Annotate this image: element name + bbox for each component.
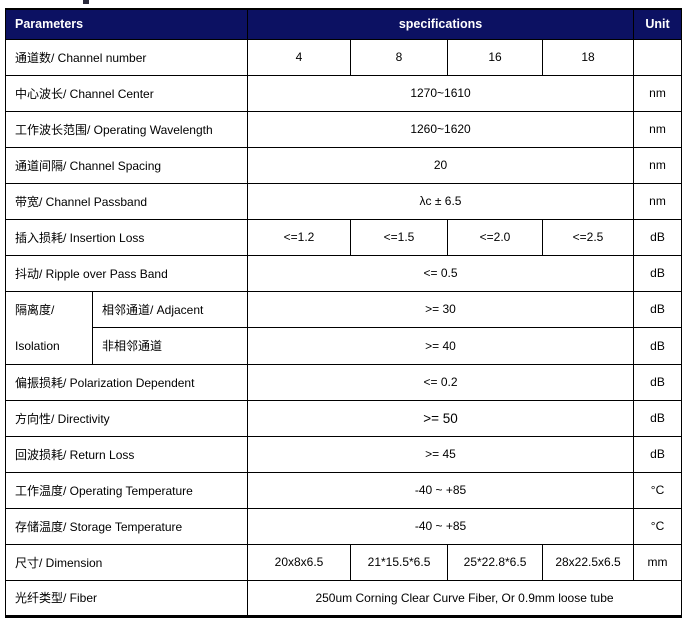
table-body: 通道数/ Channel number 4 8 16 18 中心波长/ Channel C… [4, 38, 683, 617]
unit-cell: °C [633, 507, 683, 545]
unit-cell: °C [633, 471, 683, 509]
unit-cell: dB [633, 290, 683, 328]
table-row: 回波损耗/ Return Loss >= 45 dB [4, 435, 683, 473]
value-cell: <= 0.5 [247, 254, 635, 292]
cropped-text-artifact [83, 0, 89, 4]
table-row: 尺寸/ Dimension 20x8x6.5 21*15.5*6.5 25*22.8*… [4, 543, 683, 581]
value-cell: 28x22.5x6.5 [542, 543, 635, 581]
value-cell: 1270~1610 [247, 74, 635, 112]
value-cell: 16 [447, 38, 544, 76]
value-cell: <=2.5 [542, 218, 635, 256]
table-row: 通道间隔/ Channel Spacing 20 nm [4, 146, 683, 184]
parameter-cell: 中心波长/ Channel Center [4, 74, 249, 112]
parameter-cell: 通道间隔/ Channel Spacing [4, 146, 249, 184]
table-row: 工作波长范围/ Operating Wavelength 1260~1620 nm [4, 110, 683, 148]
header-parameters: Parameters [4, 8, 249, 40]
unit-cell: dB [633, 254, 683, 292]
value-cell: 25*22.8*6.5 [447, 543, 544, 581]
unit-cell: nm [633, 146, 683, 184]
header-row: Parameters specifications Unit [4, 8, 683, 40]
value-cell: 18 [542, 38, 635, 76]
table-row: 非相邻通道 >= 40 dB [6, 327, 683, 365]
table-row: 偏振损耗/ Polarization Dependent <= 0.2 dB [4, 363, 683, 401]
unit-cell: dB [633, 435, 683, 473]
unit-cell: nm [633, 182, 683, 220]
value-cell: 20x8x6.5 [247, 543, 352, 581]
value-cell: λc ± 6.5 [247, 182, 635, 220]
parameter-cell: 插入损耗/ Insertion Loss [4, 218, 249, 256]
value-cell: -40 ~ +85 [247, 471, 635, 509]
table-row: 插入损耗/ Insertion Loss <=1.2 <=1.5 <=2.0 <=2.5… [4, 218, 683, 256]
sub-parameter-cell: 非相邻通道 [91, 327, 249, 365]
value-cell: 4 [247, 38, 352, 76]
parameter-cell: 存储温度/ Storage Temperature [4, 507, 249, 545]
parameter-cell: 光纤类型/ Fiber [4, 579, 249, 617]
table-row: 通道数/ Channel number 4 8 16 18 [4, 38, 683, 76]
table-row: 抖动/ Ripple over Pass Band <= 0.5 dB [4, 254, 683, 292]
value-cell: -40 ~ +85 [247, 507, 635, 545]
parameter-cell: 偏振损耗/ Polarization Dependent [4, 363, 249, 401]
value-cell: >= 45 [247, 435, 635, 473]
value-cell: <=2.0 [447, 218, 544, 256]
table-row: 带宽/ Channel Passband λc ± 6.5 nm [4, 182, 683, 220]
value-cell: 8 [350, 38, 449, 76]
value-cell: >= 50 [247, 399, 635, 437]
parameter-cell: 工作波长范围/ Operating Wavelength [4, 110, 249, 148]
parameter-group-line: Isolation [15, 338, 60, 353]
parameter-group-cell: 隔离度/Isolation [5, 290, 93, 365]
parameter-cell: 通道数/ Channel number [4, 38, 249, 76]
unit-cell: dB [633, 363, 683, 401]
specifications-table: Parameters specifications Unit 通道数/ Chan… [4, 8, 683, 618]
value-cell: >= 40 [247, 327, 635, 365]
table-row: 光纤类型/ Fiber 250um Corning Clear Curve Fib… [4, 579, 683, 617]
table-row: 工作温度/ Operating Temperature -40 ~ +85 °C [4, 471, 683, 509]
sub-parameter-cell: 相邻通道/ Adjacent [91, 290, 249, 328]
parameter-cell: 回波损耗/ Return Loss [4, 435, 249, 473]
parameter-group-line: 隔离度/ [15, 302, 55, 317]
parameter-cell: 工作温度/ Operating Temperature [4, 471, 249, 509]
unit-cell: dB [633, 218, 683, 256]
unit-cell [633, 38, 683, 76]
value-cell: <=1.2 [247, 218, 352, 256]
value-cell: 21*15.5*6.5 [350, 543, 449, 581]
parameter-cell: 抖动/ Ripple over Pass Band [4, 254, 249, 292]
table-row: 存储温度/ Storage Temperature -40 ~ +85 °C [4, 507, 683, 545]
value-cell: <=1.5 [350, 218, 449, 256]
value-cell: 20 [247, 146, 635, 184]
parameter-cell: 带宽/ Channel Passband [4, 182, 249, 220]
value-cell: 1260~1620 [247, 110, 635, 148]
unit-cell: dB [633, 327, 683, 365]
unit-cell: mm [633, 543, 683, 581]
value-cell: <= 0.2 [247, 363, 635, 401]
value-cell: >= 30 [247, 290, 635, 328]
table-row: 方向性/ Directivity >= 50 dB [4, 399, 683, 437]
unit-cell: nm [633, 110, 683, 148]
header-specifications: specifications [247, 8, 635, 40]
parameter-cell: 方向性/ Directivity [4, 399, 249, 437]
parameter-cell: 尺寸/ Dimension [4, 543, 249, 581]
unit-cell: dB [633, 399, 683, 437]
table-row: 中心波长/ Channel Center 1270~1610 nm [4, 74, 683, 112]
unit-cell: nm [633, 74, 683, 112]
value-cell: 250um Corning Clear Curve Fiber, Or 0.9m… [247, 579, 683, 617]
header-unit: Unit [633, 8, 683, 40]
table-row: 隔离度/Isolation 相邻通道/ Adjacent >= 30 dB [5, 290, 683, 365]
